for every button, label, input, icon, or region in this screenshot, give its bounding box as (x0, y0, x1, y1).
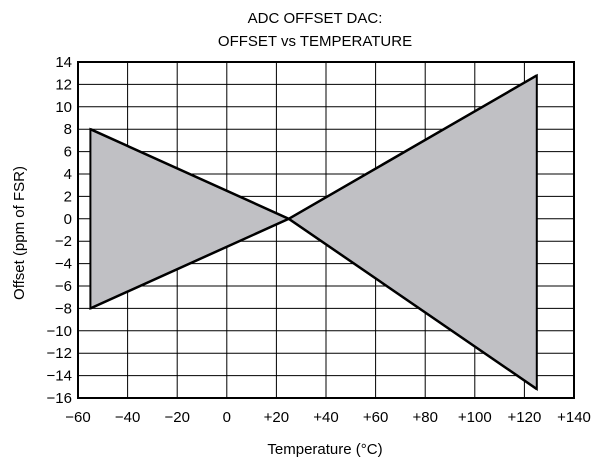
y-tick-label-2: 10 (55, 99, 72, 116)
y-tick-label-3: 8 (64, 121, 72, 138)
series-lines (89, 74, 538, 391)
y-tick-label-11: −8 (55, 300, 72, 317)
x-tick-label-9: +120 (508, 409, 542, 426)
chart-title-line-2: OFFSET vs TEMPERATURE (218, 33, 412, 50)
x-tick-label-1: −40 (115, 409, 140, 426)
y-tick-label-15: −16 (47, 390, 72, 407)
x-tick-label-7: +80 (412, 409, 437, 426)
x-tick-label-2: −20 (164, 409, 189, 426)
y-tick-label-5: 4 (64, 166, 72, 183)
x-axis-label: Temperature (°C) (267, 441, 382, 458)
y-tick-label-4: 6 (64, 144, 72, 161)
x-tick-label-5: +40 (313, 409, 338, 426)
x-tick-label-0: −60 (65, 409, 90, 426)
y-tick-label-9: −4 (55, 256, 72, 273)
y-tick-label-6: 2 (64, 188, 72, 205)
x-tick-label-8: +100 (458, 409, 492, 426)
y-tick-label-1: 12 (55, 76, 72, 93)
y-tick-label-10: −6 (55, 278, 72, 295)
y-tick-label-7: 0 (64, 211, 72, 228)
y-axis-label: Offset (ppm of FSR) (11, 166, 28, 300)
plot-frame (77, 61, 575, 399)
y-tick-label-8: −2 (55, 233, 72, 250)
x-tick-label-10: +140 (557, 409, 591, 426)
x-axis-ticks: −60 −40 −20 0 +20 +40 +60 +80 +100 +120 +140 (65, 409, 591, 426)
fill-region-0 (89, 127, 292, 310)
chart-title-line-1: ADC OFFSET DAC: (248, 10, 383, 27)
y-tick-label-12: −10 (47, 323, 72, 340)
y-tick-label-13: −12 (47, 345, 72, 362)
y-tick-label-0: 14 (55, 54, 72, 71)
y-tick-label-14: −14 (47, 368, 72, 385)
y-axis-ticks: 14 12 10 8 6 4 2 0 −2 −4 −6 −8 −10 −12 −14 −16 (47, 54, 72, 407)
x-tick-label-3: 0 (223, 409, 231, 426)
x-tick-label-6: +60 (363, 409, 388, 426)
series-line-1 (89, 74, 538, 310)
x-tick-label-4: +20 (264, 409, 289, 426)
